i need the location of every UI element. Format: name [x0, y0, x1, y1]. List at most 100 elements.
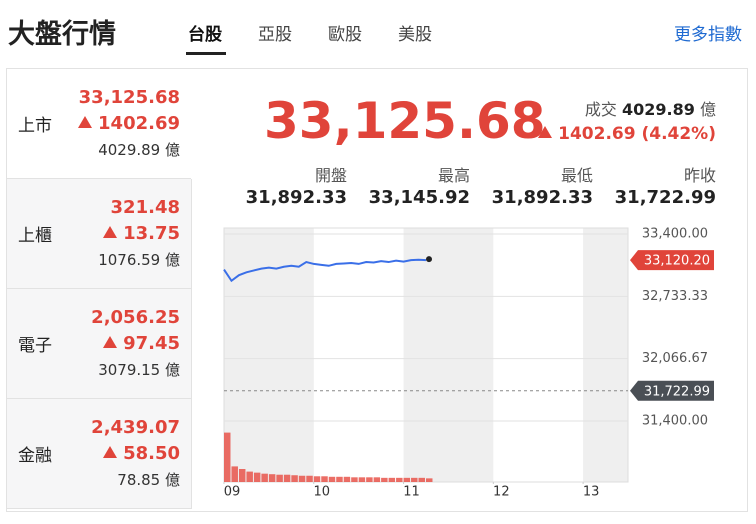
- stat-label: 最低: [560, 166, 593, 185]
- volume-bar: [253, 472, 261, 482]
- index-volume: 4029.89 億: [98, 141, 180, 159]
- index-change: 13.75: [103, 223, 180, 244]
- stat-label: 昨收: [683, 166, 716, 185]
- hour-band: [403, 228, 494, 482]
- tab[interactable]: 亞股: [258, 25, 292, 45]
- index-name: 上市: [18, 116, 52, 136]
- price-tag: [630, 250, 714, 271]
- volume-bar: [283, 474, 291, 482]
- stat-value: 31,722.99: [614, 187, 716, 208]
- index-price: 2,056.25: [91, 307, 180, 328]
- change-text: 97.45: [123, 333, 180, 354]
- index-row[interactable]: [7, 399, 192, 509]
- x-tick-label: 09: [224, 485, 241, 500]
- more-link[interactable]: 更多指數: [674, 25, 742, 45]
- volume-bar: [396, 477, 403, 482]
- y-tick-label: 33,400.00: [642, 227, 708, 242]
- panel: [6, 68, 748, 512]
- index-volume: 1076.59 億: [98, 251, 180, 269]
- volume-bar: [336, 476, 343, 482]
- price-tag-label: 31,722.99: [644, 384, 710, 399]
- volume-bar: [328, 476, 336, 482]
- volume-bar: [276, 474, 283, 482]
- index-volume: 3079.15 億: [98, 361, 180, 379]
- index-volume: 78.85 億: [117, 471, 180, 489]
- up-arrow: [78, 116, 93, 128]
- up-arrow: [103, 226, 118, 238]
- volume-bar: [426, 478, 433, 482]
- stat-label: 最高: [437, 166, 470, 185]
- index-row[interactable]: [7, 179, 192, 289]
- last-point: [426, 256, 432, 263]
- volume-bar: [373, 477, 381, 482]
- change-text: 13.75: [123, 223, 180, 244]
- stat-value: 31,892.33: [491, 187, 593, 208]
- index-change: 97.45: [103, 333, 180, 354]
- turnover-label: 成交: [584, 100, 617, 119]
- x-tick-label: 11: [403, 485, 420, 500]
- index-row[interactable]: [7, 69, 191, 179]
- stat-value: 33,145.92: [368, 187, 470, 208]
- tab[interactable]: 台股: [188, 25, 222, 45]
- index-price: 321.48: [110, 197, 180, 218]
- volume-bar: [306, 475, 313, 482]
- index-price: 33,125.68: [78, 87, 180, 108]
- volume-bar: [268, 474, 276, 482]
- hour-band: [224, 228, 314, 482]
- volume-bar: [321, 476, 328, 482]
- volume-bar: [411, 477, 418, 482]
- turnover: 成交 4029.89 億: [585, 96, 716, 120]
- tab[interactable]: 歐股: [328, 25, 362, 45]
- volume-bar: [298, 475, 306, 482]
- stat-label: 開盤: [314, 166, 347, 185]
- volume-bar: [224, 432, 231, 482]
- x-tick-label: 12: [493, 485, 510, 500]
- volume-bar: [343, 476, 351, 482]
- volume-bar: [366, 477, 373, 482]
- page-title: 大盤行情: [8, 19, 116, 50]
- volume-bar: [246, 471, 253, 482]
- volume-bar: [291, 475, 298, 482]
- price-tag: [630, 380, 714, 401]
- price-tag-label: 33,120.20: [644, 254, 710, 269]
- up-arrow: [538, 126, 553, 138]
- main-price: 33,125.68: [264, 92, 546, 150]
- volume-bar: [313, 476, 321, 482]
- volume-bar: [358, 477, 366, 482]
- x-tick-label: 13: [583, 485, 600, 500]
- stat-value: 31,892.33: [245, 187, 347, 208]
- tab[interactable]: 美股: [398, 25, 432, 45]
- index-change: 1402.69: [78, 113, 180, 134]
- volume-bar: [403, 477, 411, 482]
- volume-bar: [238, 469, 246, 482]
- index-change: 58.50: [103, 443, 180, 464]
- y-tick-label: 32,066.67: [642, 351, 708, 366]
- up-arrow: [103, 446, 118, 458]
- index-name: 電子: [18, 336, 52, 356]
- price-line: [223, 258, 427, 283]
- change-text: 1402.69 (4.42%): [558, 124, 716, 144]
- volume-bar: [231, 466, 238, 482]
- change-text: 58.50: [123, 443, 180, 464]
- volume-bar: [418, 477, 425, 482]
- x-tick-label: 10: [314, 485, 331, 500]
- tab-underline: [186, 52, 226, 55]
- volume-bar: [351, 477, 358, 482]
- volume-bar: [381, 477, 388, 482]
- y-tick-label: 32,733.33: [642, 289, 708, 304]
- turnover-unit: 億: [699, 100, 716, 119]
- hour-band: [583, 228, 628, 482]
- main-change: 1402.69 (4.42%): [538, 124, 716, 144]
- volume-bar: [261, 473, 268, 482]
- index-price: 2,439.07: [91, 417, 180, 438]
- index-row[interactable]: [7, 289, 192, 399]
- turnover-value: 4029.89: [622, 100, 695, 119]
- index-name: 金融: [18, 446, 52, 466]
- y-tick-label: 31,400.00: [642, 414, 708, 429]
- index-name: 上櫃: [18, 226, 52, 246]
- change-text: 1402.69: [98, 113, 180, 134]
- volume-bar: [388, 477, 396, 482]
- up-arrow: [103, 336, 118, 348]
